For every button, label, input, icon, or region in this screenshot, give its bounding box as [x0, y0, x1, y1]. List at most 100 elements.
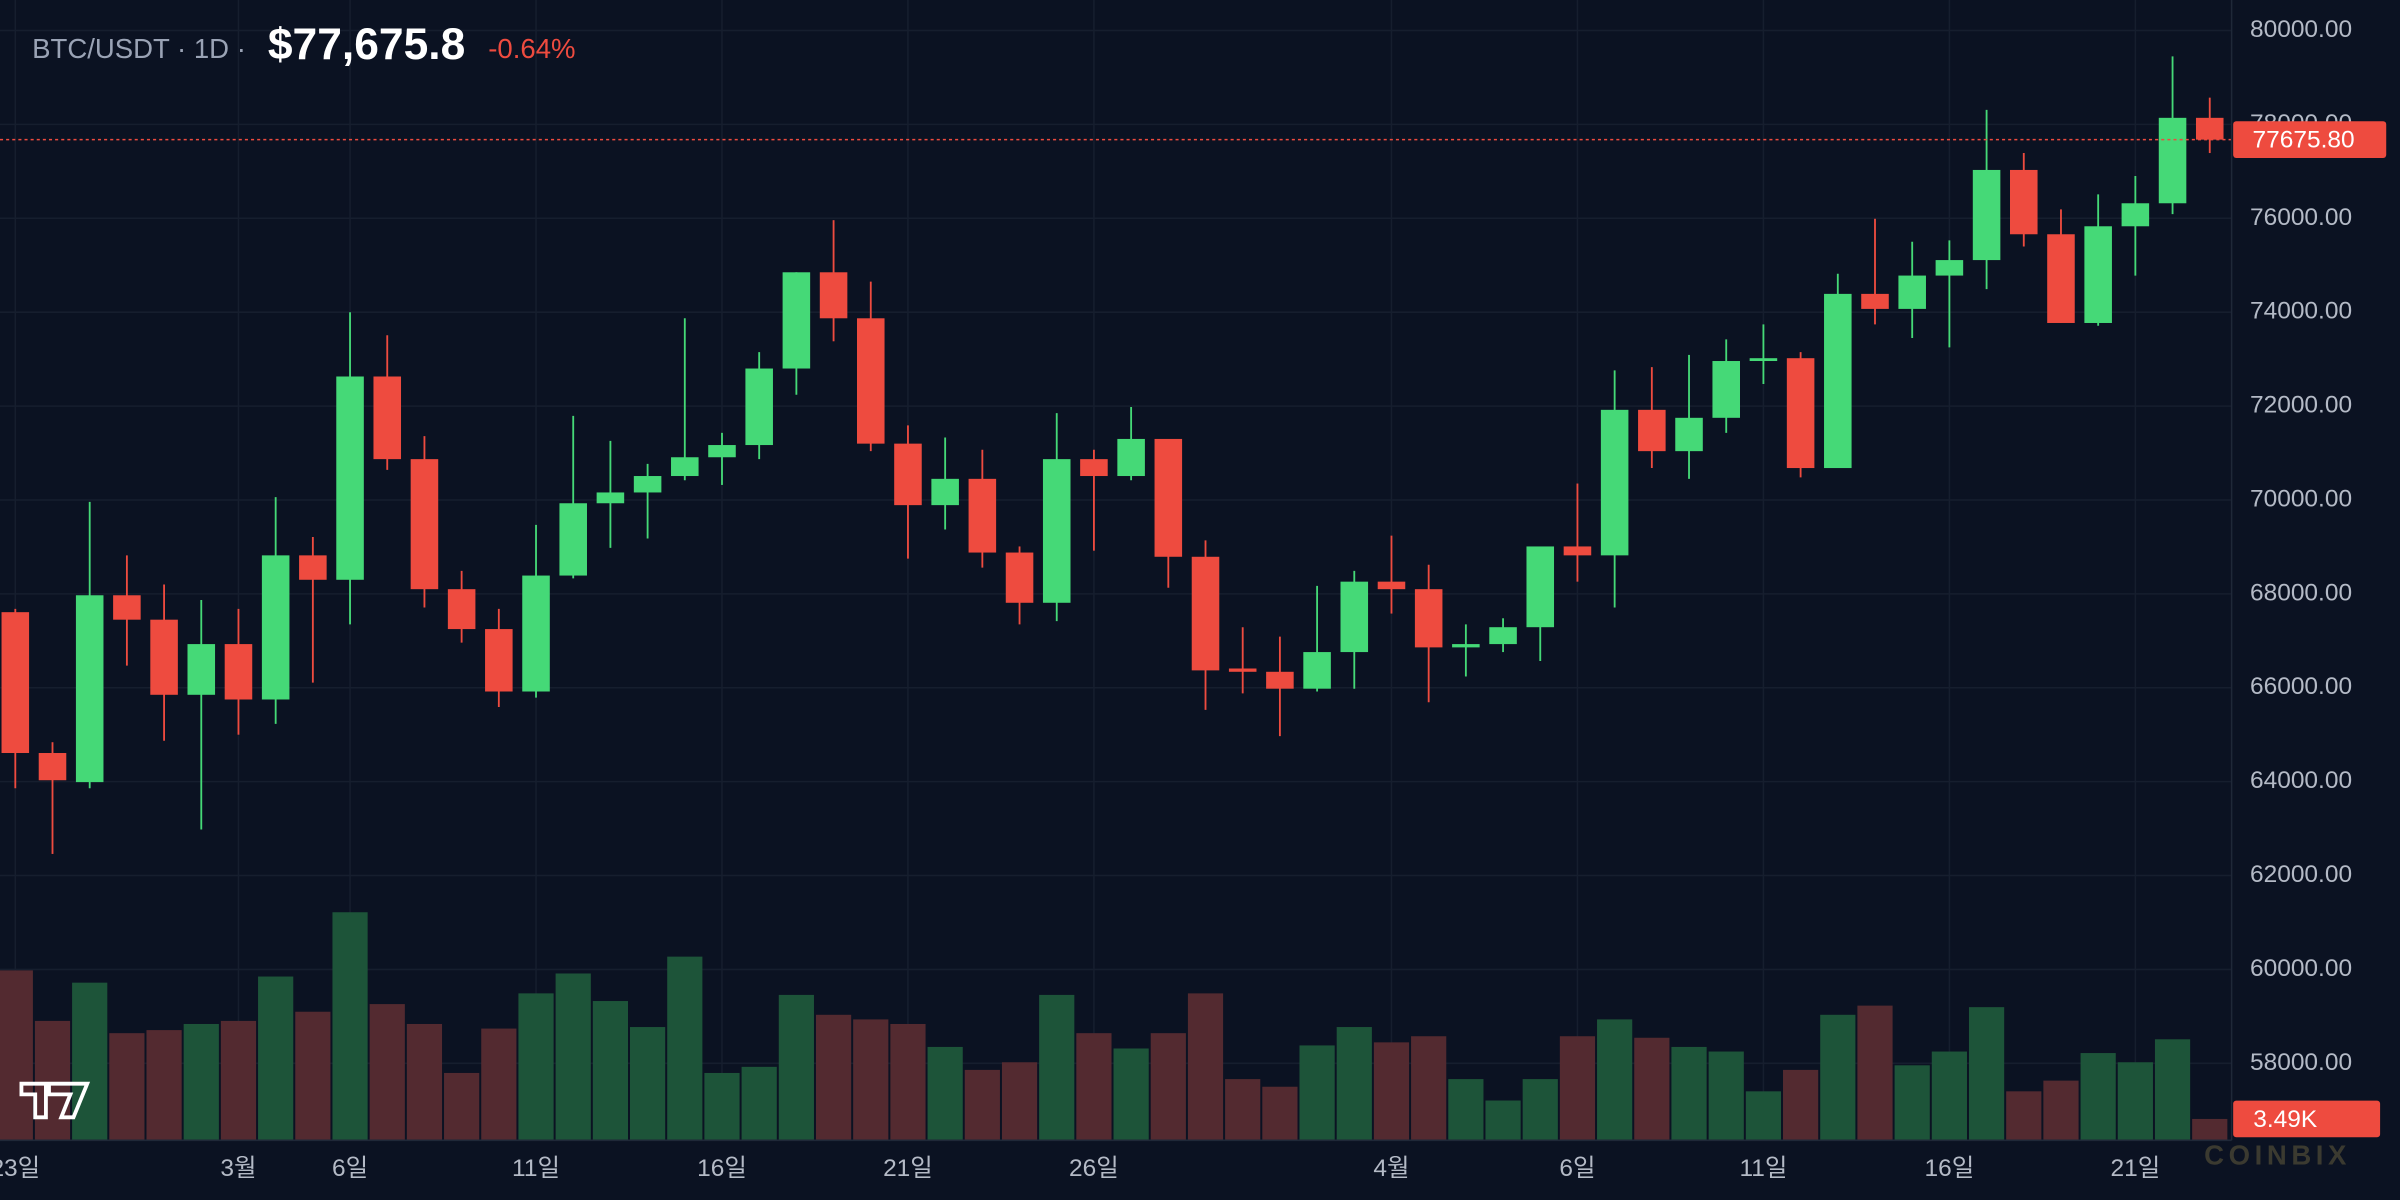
candle-body	[856, 318, 885, 444]
y-tick-label: 64000.00	[2250, 767, 2352, 794]
volume-bar	[815, 1014, 852, 1141]
candle-body	[2195, 117, 2224, 140]
candle-body	[1266, 671, 1294, 689]
candle-body	[1861, 293, 1889, 309]
candle-body	[38, 753, 67, 781]
volume-bar	[1299, 1045, 1335, 1141]
volume-bar	[1113, 1048, 1149, 1141]
candle-body	[447, 589, 476, 630]
volume-bar	[1076, 1033, 1112, 1141]
volume-bar	[630, 1027, 666, 1141]
candle-body	[2009, 169, 2038, 235]
volume-bar	[1039, 994, 1075, 1141]
candle-body	[782, 272, 811, 369]
volume-bar	[72, 982, 108, 1141]
candle-body	[1935, 260, 1964, 276]
candle-body	[894, 443, 922, 506]
volume-bar	[1931, 1051, 1967, 1141]
volume-bar	[109, 1033, 145, 1141]
x-tick-label: 11일	[512, 1155, 560, 1182]
candle-body	[1080, 459, 1108, 477]
candle-body	[2047, 234, 2075, 323]
candle-body	[708, 445, 736, 458]
y-tick-label: 70000.00	[2250, 485, 2352, 512]
candle-body	[1228, 668, 1257, 672]
candle-body	[745, 368, 773, 446]
candle-body	[1, 612, 30, 754]
volume-bar	[518, 993, 554, 1141]
volume-bar	[2117, 1062, 2153, 1141]
candle-body	[1340, 581, 1369, 653]
logo-shape	[19, 1081, 91, 1120]
volume-bar	[295, 1011, 331, 1141]
volume-bar	[1968, 1007, 2005, 1141]
volume-bar	[406, 1023, 443, 1141]
volume-bar	[1708, 1051, 1744, 1141]
candle-body	[2121, 203, 2150, 227]
y-tick-label: 74000.00	[2250, 298, 2352, 325]
volume-bar	[1522, 1079, 1558, 1141]
volume-bar	[1150, 1033, 1186, 1141]
candle-body	[1526, 546, 1555, 628]
volume-bar	[1783, 1069, 1819, 1141]
candle-body	[1489, 627, 1517, 645]
candle-body	[187, 644, 216, 695]
volume-bar	[481, 1028, 517, 1141]
y-tick-label: 58000.00	[2250, 1049, 2352, 1076]
candle-body	[75, 595, 104, 783]
volume-bar	[183, 1023, 219, 1141]
volume-bar	[1448, 1079, 1484, 1141]
candle-body	[968, 478, 997, 553]
x-tick-label: 3월	[220, 1155, 256, 1182]
logo	[19, 1081, 91, 1120]
candle-body	[1675, 417, 1703, 452]
candle-body	[1638, 409, 1666, 452]
volume-bar	[1262, 1086, 1298, 1141]
candle-body	[150, 619, 178, 695]
x-tick-label: 21일	[883, 1155, 933, 1182]
volume-bar	[1597, 1019, 1633, 1141]
candle-body	[2084, 226, 2112, 323]
candle-body	[819, 272, 848, 319]
x-tick-label: 26일	[1069, 1155, 1119, 1182]
volume-bar	[1336, 1027, 1372, 1141]
volume-bar	[1411, 1036, 1447, 1141]
volume-bar	[369, 1004, 405, 1141]
volume-bar	[1373, 1042, 1410, 1141]
candle-body	[1898, 275, 1926, 309]
volume-bar	[2080, 1053, 2116, 1141]
volume-tag	[2233, 1100, 2381, 1138]
volume-pane	[0, 912, 2228, 1141]
candle-body	[1117, 438, 1145, 477]
candle-body	[2158, 117, 2187, 204]
candle-body	[671, 457, 699, 477]
volume-bar	[667, 956, 703, 1141]
candle-body	[1749, 358, 1778, 362]
volume-bar	[146, 1030, 182, 1141]
candle-body	[633, 476, 662, 493]
volume-bar	[964, 1069, 1000, 1141]
watermark: COINBIX	[2204, 1139, 2351, 1170]
volume-bar	[853, 1019, 889, 1141]
candle-body	[596, 492, 625, 504]
candle-body	[1972, 169, 2001, 261]
volume-bar	[1671, 1046, 1707, 1141]
candle-body	[1824, 293, 1852, 469]
candle-body	[1414, 589, 1443, 648]
volume-bar	[332, 912, 368, 1141]
volume-tag-label: 3.49K	[2253, 1106, 2318, 1133]
y-tick-label: 60000.00	[2250, 955, 2352, 982]
x-tick-label: 16일	[1925, 1155, 1975, 1182]
volume-bar	[1001, 1062, 1038, 1141]
x-tick-label: 6일	[1559, 1155, 1595, 1182]
volume-bar	[741, 1066, 777, 1141]
y-tick-label: 76000.00	[2250, 204, 2352, 231]
symbol: BTC/USDT · 1D ·	[32, 33, 246, 64]
price-tag-label: 77675.80	[2253, 127, 2355, 154]
volume-bar	[592, 1001, 629, 1141]
volume-bar	[1857, 1005, 1893, 1141]
candle-body	[1377, 581, 1406, 590]
volume-bar	[2043, 1080, 2079, 1141]
